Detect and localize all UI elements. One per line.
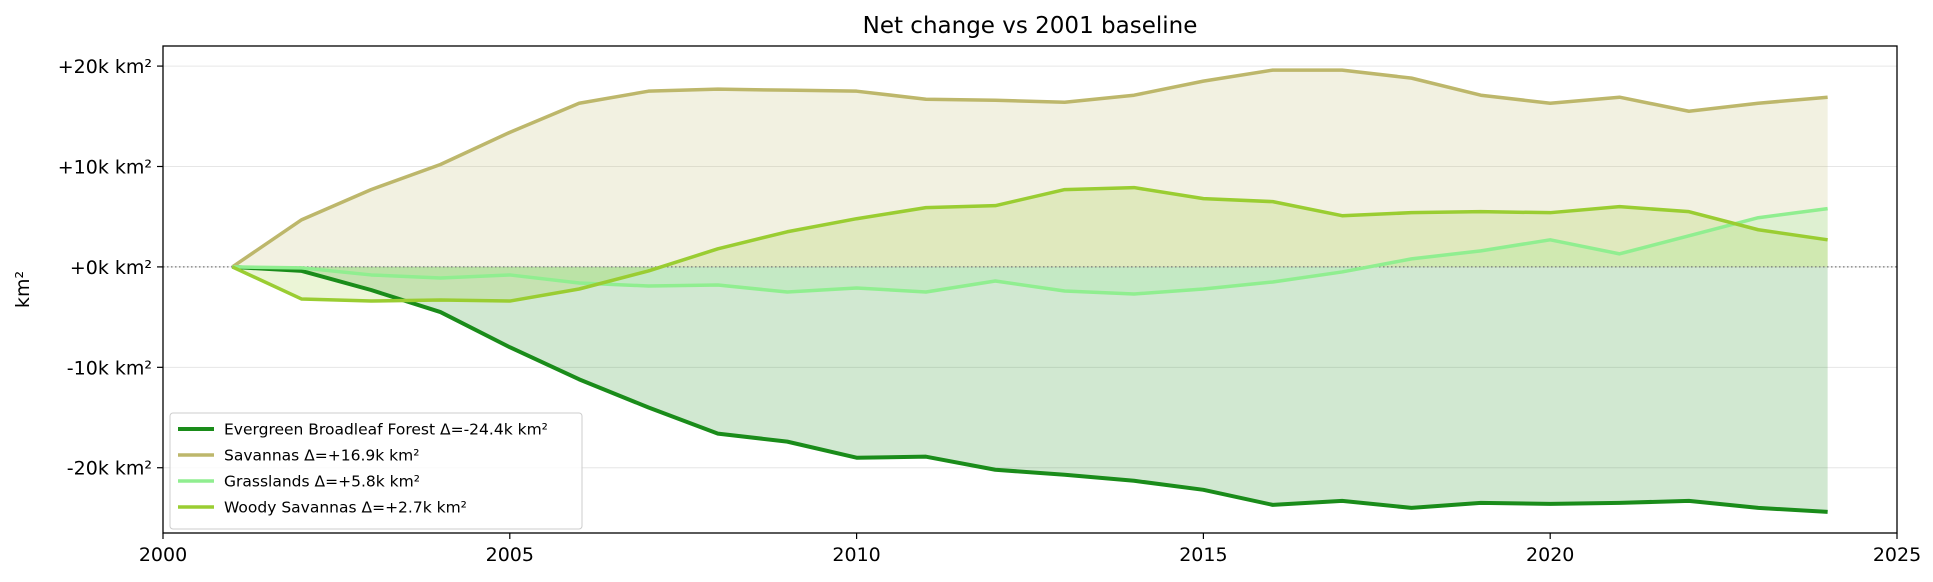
series-line-2 — [231, 68, 1828, 269]
series-area-3 — [232, 208, 1828, 295]
y-axis-label: km² — [12, 271, 34, 308]
series-area-2 — [232, 70, 1828, 267]
x-tick-label: 2000 — [139, 544, 187, 566]
legend-label-4: Woody Savannas Δ=+2.7k km² — [224, 499, 467, 517]
x-tick-label: 2010 — [832, 544, 880, 566]
series-line-1 — [232, 264, 1828, 514]
legend-box — [169, 412, 583, 530]
y-tick-label: +20k km² — [58, 56, 152, 78]
chart-title: Net change vs 2001 baseline — [863, 13, 1198, 39]
series-line-3 — [232, 206, 1828, 296]
area-layer — [232, 70, 1828, 512]
x-tick-label: 2015 — [1179, 544, 1227, 566]
axes-layer: 2000 2005 2010 2015 2020 2025 +20k km² +10k km²… — [12, 45, 1921, 566]
y-tick-label: +10k km² — [58, 156, 152, 178]
line-layer — [231, 68, 1828, 514]
legend: Evergreen Broadleaf Forest Δ=-24.4k km² S… — [169, 412, 583, 530]
x-tick-label: 2020 — [1526, 544, 1574, 566]
series-area-1 — [232, 266, 1828, 512]
x-tick-label: 2005 — [486, 544, 534, 566]
y-tick-label: +0k km² — [70, 257, 152, 279]
legend-label-2: Savannas Δ=+16.9k km² — [224, 447, 419, 465]
legend-label-3: Grasslands Δ=+5.8k km² — [224, 473, 420, 491]
legend-label-1: Evergreen Broadleaf Forest Δ=-24.4k km² — [224, 421, 548, 439]
plot-frame — [162, 45, 1898, 534]
series-area-4 — [232, 187, 1828, 302]
x-tick-label: 2025 — [1873, 544, 1921, 566]
y-tick-label: -10k km² — [67, 357, 152, 379]
series-line-4 — [231, 185, 1828, 303]
y-tick-label: -20k km² — [67, 458, 152, 480]
